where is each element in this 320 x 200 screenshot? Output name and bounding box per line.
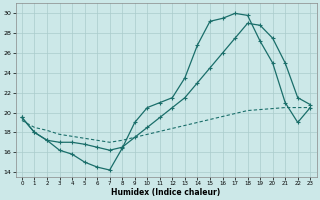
X-axis label: Humidex (Indice chaleur): Humidex (Indice chaleur): [111, 188, 221, 197]
